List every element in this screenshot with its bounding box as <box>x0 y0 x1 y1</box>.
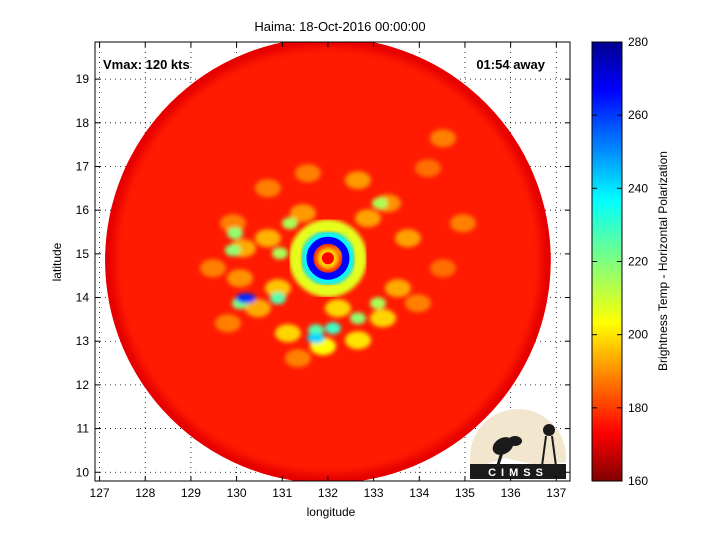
rainband-cell <box>404 294 431 313</box>
logo-small-dish <box>508 436 522 446</box>
convective-cell <box>307 324 324 337</box>
rainband-cell <box>429 129 456 148</box>
rainband-cell <box>394 229 421 248</box>
strong-convective-cell <box>306 333 325 344</box>
y-axis-ticks: 10 11 12 13 14 15 16 17 18 19 <box>76 72 570 479</box>
colorbar-ticks: 160 180 200 220 240 260 280 <box>592 35 648 488</box>
eye <box>321 252 334 265</box>
rainband-cell <box>369 309 396 328</box>
rainband-cell <box>244 299 271 318</box>
eyewall-outer-halo <box>288 219 367 298</box>
rainband-cell <box>449 214 476 233</box>
y-tick-label: 14 <box>76 291 90 305</box>
rainband-cell <box>384 279 411 298</box>
swath-disc <box>105 42 551 481</box>
rainband-cell <box>324 299 351 318</box>
rainbands <box>199 129 476 368</box>
rainband-cell <box>274 324 301 343</box>
convective-cell <box>226 227 243 240</box>
rainband-cell <box>344 331 371 350</box>
convective-cell <box>369 297 386 310</box>
x-tick-label: 131 <box>272 486 292 500</box>
colorbar: 160 180 200 220 240 260 280 Brightness Temp - … <box>591 35 670 488</box>
rainband-cell <box>289 204 316 223</box>
eyewall <box>288 219 367 298</box>
y-tick-label: 18 <box>76 116 90 130</box>
y-tick-label: 13 <box>76 334 90 348</box>
colorbar-tick-label: 160 <box>628 474 648 488</box>
logo-text: CIMSS <box>488 467 548 479</box>
y-tick-label: 15 <box>76 247 90 261</box>
colorbar-tick-label: 180 <box>628 401 648 415</box>
vmax-label: Vmax: 120 kts <box>103 57 190 72</box>
y-tick-label: 19 <box>76 72 90 86</box>
x-tick-label: 127 <box>90 486 110 500</box>
x-tick-label: 137 <box>546 486 566 500</box>
y-tick-label: 10 <box>76 465 90 479</box>
x-tick-label: 130 <box>227 486 247 500</box>
rainband-cell <box>254 179 281 198</box>
time-away-label: 01:54 away <box>476 57 545 72</box>
strong-convective-cell <box>235 293 256 304</box>
y-tick-label: 17 <box>76 159 90 173</box>
x-tick-label: 128 <box>135 486 155 500</box>
convective-cell <box>271 247 288 260</box>
convective-cell <box>371 197 388 210</box>
y-tick-label: 11 <box>77 422 90 436</box>
eyewall-moat <box>300 231 355 286</box>
rainband-cell <box>354 209 381 228</box>
convective-cell <box>269 292 286 305</box>
rainband-cell <box>344 171 371 190</box>
brightness-temp-field <box>105 42 551 481</box>
convective-cell <box>349 312 366 325</box>
rainband-cell <box>284 349 311 368</box>
colorbar-tick-label: 240 <box>628 181 648 195</box>
logo-banner <box>470 464 566 479</box>
rainband-cell <box>294 164 321 183</box>
eyewall-ring <box>306 236 350 280</box>
logo-tower-tank <box>543 424 555 436</box>
convective-cell <box>224 244 241 257</box>
colorbar-label: Brightness Temp - Horizontal Polarizatio… <box>656 151 670 371</box>
x-tick-label: 129 <box>181 486 201 500</box>
x-tick-label: 136 <box>501 486 521 500</box>
convective-cell <box>324 322 341 335</box>
x-tick-label: 133 <box>364 486 384 500</box>
colorbar-tick-label: 280 <box>628 35 648 49</box>
x-tick-label: 135 <box>455 486 475 500</box>
rainband-cell <box>214 314 241 333</box>
y-axis-label: latitude <box>50 242 64 281</box>
rainband-cell <box>226 269 253 288</box>
rainband-cell <box>199 259 226 278</box>
chart-title: Haima: 18-Oct-2016 00:00:00 <box>254 19 425 34</box>
rainband-cell <box>264 279 291 298</box>
colorbar-tick-label: 260 <box>628 108 648 122</box>
colorbar-tick-label: 200 <box>628 328 648 342</box>
x-axis-label: longitude <box>307 505 356 519</box>
plot-area: CIMSS Vmax: 120 kts 01:54 away <box>94 41 571 482</box>
convective-cell <box>281 217 298 230</box>
rainband-cell <box>414 159 441 178</box>
colorbar-tick-label: 220 <box>628 255 648 269</box>
x-tick-label: 134 <box>409 486 429 500</box>
y-tick-label: 16 <box>76 203 90 217</box>
x-tick-label: 132 <box>318 486 338 500</box>
plot-frame <box>94 41 571 482</box>
rainband-cell <box>429 259 456 278</box>
rainband-cell <box>254 229 281 248</box>
y-tick-label: 12 <box>76 378 90 392</box>
cimss-logo: CIMSS <box>470 409 566 479</box>
x-axis-ticks: 127 128 129 130 131 132 133 134 135 136 137 <box>90 42 567 500</box>
rainband-cell <box>219 214 246 233</box>
